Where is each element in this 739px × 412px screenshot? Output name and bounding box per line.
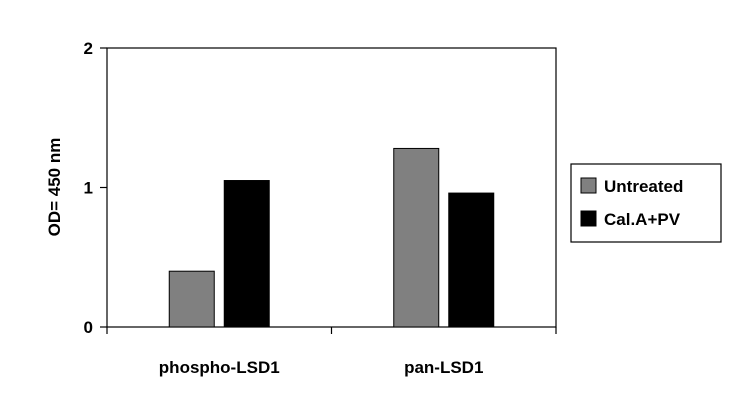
y-tick-label: 2: [84, 39, 93, 58]
x-category-label: pan-LSD1: [404, 358, 483, 377]
legend-label: Cal.A+PV: [604, 210, 681, 229]
legend-label: Untreated: [604, 177, 683, 196]
legend-swatch: [580, 210, 597, 227]
bar-untreated-phospho-lsd1: [168, 270, 215, 328]
y-axis-title: OD= 450 nm: [45, 138, 64, 237]
y-tick-label: 1: [84, 179, 93, 198]
bar-cal-a-pv-pan-lsd1: [448, 192, 495, 328]
legend-box: [570, 163, 722, 243]
x-category-label: phospho-LSD1: [159, 358, 280, 377]
bar-cal-a-pv-phospho-lsd1: [223, 180, 270, 328]
bar-untreated-pan-lsd1: [393, 147, 440, 328]
y-tick-label: 0: [84, 318, 93, 337]
legend-swatch: [580, 177, 597, 194]
